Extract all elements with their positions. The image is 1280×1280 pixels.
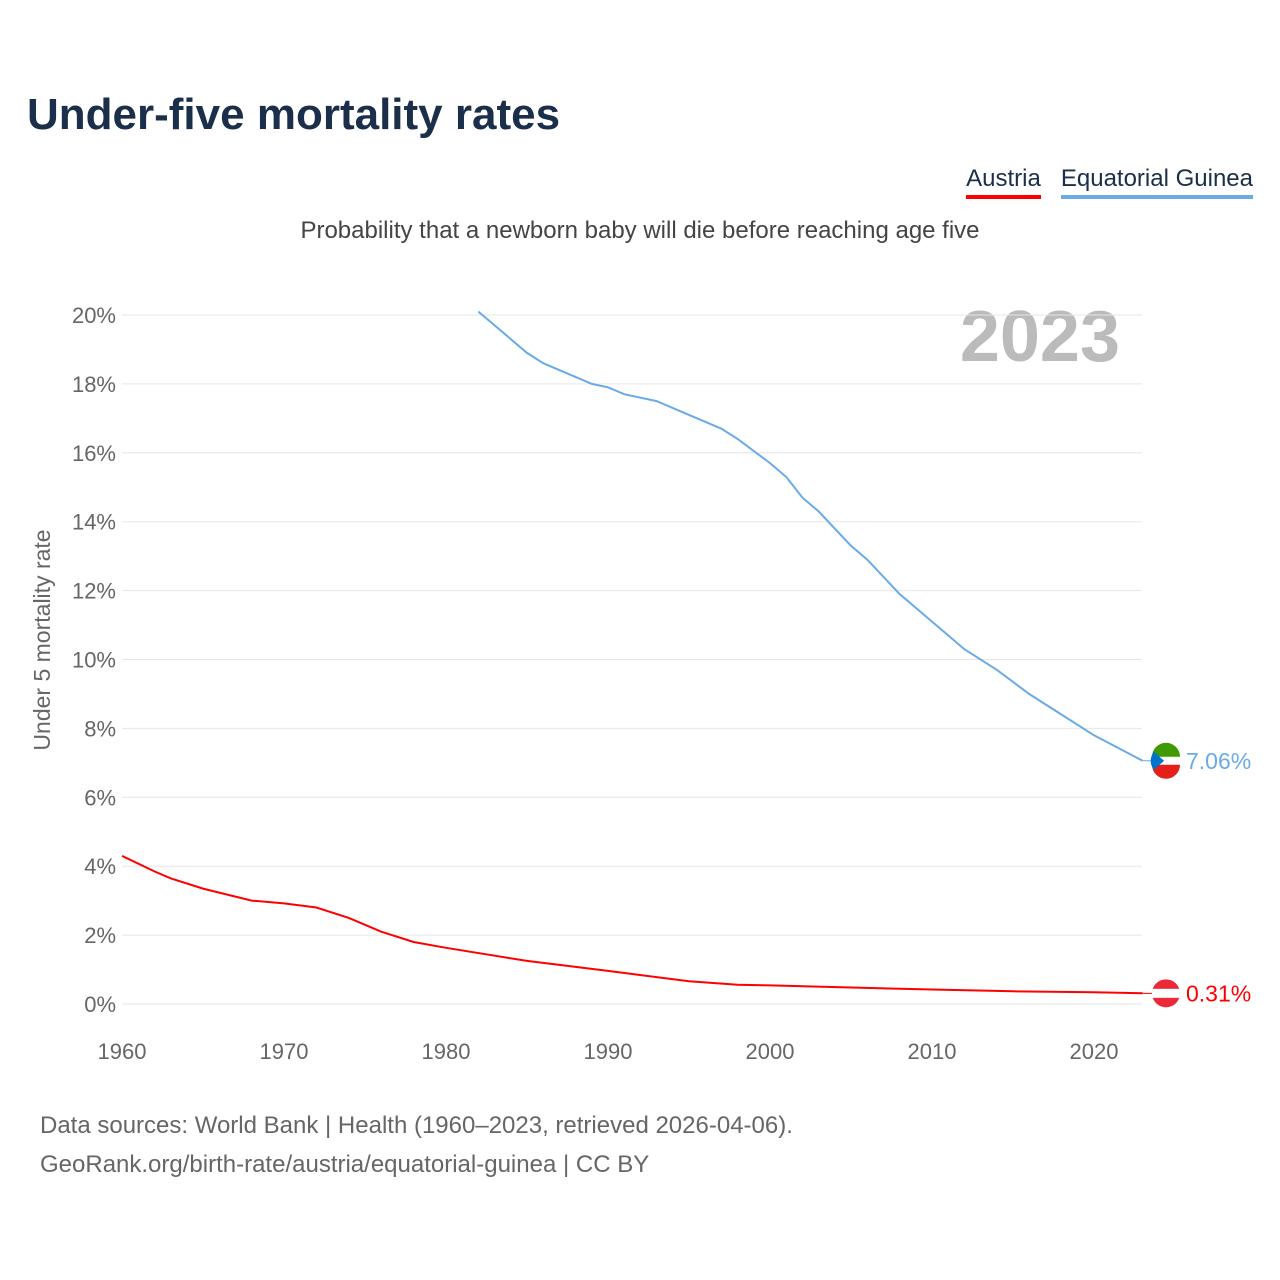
year-label: 2023 xyxy=(960,297,1120,377)
y-tick-label: 0% xyxy=(84,992,116,1017)
y-tick-label: 8% xyxy=(84,716,116,741)
x-tick-label: 2000 xyxy=(746,1039,795,1064)
line-equatorial-guinea xyxy=(477,310,1144,762)
y-tick-label: 4% xyxy=(84,854,116,879)
x-tick-label: 1960 xyxy=(98,1039,147,1064)
footer-sources: Data sources: World Bank | Health (1960–… xyxy=(40,1112,793,1139)
y-axis-label: Under 5 mortality rate xyxy=(29,529,55,750)
chart-title: Under-five mortality rates xyxy=(27,90,561,139)
y-tick-label: 12% xyxy=(72,579,116,604)
y-tick-label: 16% xyxy=(72,441,116,466)
y-tick-label: 10% xyxy=(72,648,116,673)
austria-flag-stripe xyxy=(1152,988,1180,998)
line-austria xyxy=(121,854,1143,995)
legend-austria[interactable]: Austria xyxy=(966,165,1041,199)
y-tick-label: 6% xyxy=(84,785,116,810)
end-value-label: 0.31% xyxy=(1186,980,1251,1006)
flag-green-stripe xyxy=(1152,742,1181,757)
y-tick-label: 14% xyxy=(72,510,116,535)
y-tick-label: 2% xyxy=(84,923,116,948)
legend: Austria Equatorial Guinea xyxy=(966,165,1253,199)
flag-red-stripe xyxy=(1152,764,1181,779)
y-tick-label: 18% xyxy=(72,372,116,397)
footer-link[interactable]: GeoRank.org/birth-rate/austria/equatoria… xyxy=(40,1151,650,1178)
legend-equatorial-guinea[interactable]: Equatorial Guinea xyxy=(1060,165,1253,199)
x-tick-label: 1980 xyxy=(422,1039,471,1064)
x-tick-label: 1990 xyxy=(584,1039,633,1064)
flag-blue-triangle xyxy=(1150,751,1164,770)
footer: Data sources: World Bank | Health (1960–… xyxy=(40,1106,793,1184)
x-tick-label: 1970 xyxy=(260,1039,309,1064)
x-tick-label: 2020 xyxy=(1070,1039,1119,1064)
x-tick-label: 2010 xyxy=(908,1039,957,1064)
y-tick-label: 20% xyxy=(72,303,116,328)
chart-subtitle: Probability that a newborn baby will die… xyxy=(300,217,980,244)
end-value-label: 7.06% xyxy=(1186,748,1251,774)
